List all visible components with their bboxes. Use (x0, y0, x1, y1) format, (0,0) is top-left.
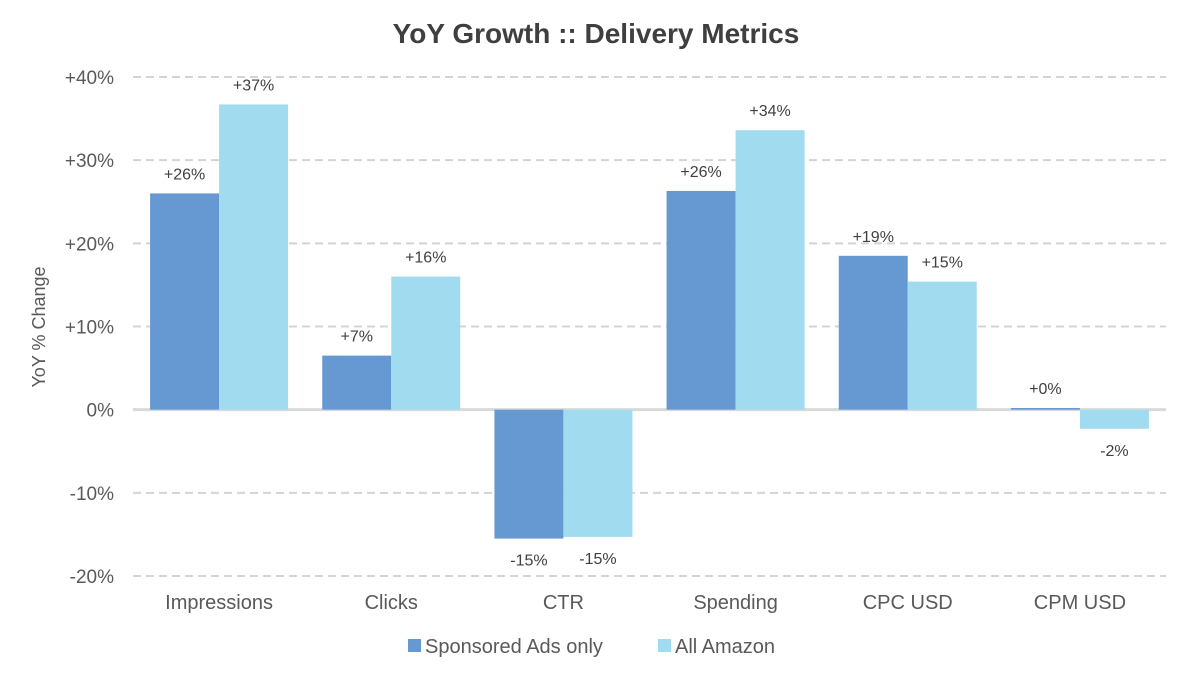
bar (322, 355, 392, 410)
bar (1079, 409, 1149, 429)
data-label: -15% (579, 551, 616, 568)
x-category-labels: Impressions Clicks CTR Spending CPC USD CPM U… (165, 592, 1126, 614)
category-label: CTR (543, 592, 584, 614)
y-tick-label: 0% (87, 401, 115, 422)
category-label: Spending (693, 592, 778, 614)
y-tick-labels: +40% +30% +20% +10% 0% -10% -20% (65, 68, 114, 588)
y-tick-label: +40% (65, 68, 114, 89)
y-axis-label: YoY % Change (29, 266, 49, 387)
y-tick-label: +10% (65, 318, 114, 339)
y-tick-label: -20% (70, 567, 114, 588)
data-label: +0% (1029, 381, 1061, 398)
data-label: -2% (1100, 443, 1128, 460)
data-labels: +26% +37% +7% +16% -15% -15% +26% +34% +19% +15% +… (164, 77, 1129, 569)
legend-swatch (658, 639, 671, 652)
chart-title: YoY Growth :: Delivery Metrics (393, 18, 800, 49)
data-label: +26% (680, 164, 721, 181)
category-label: Impressions (165, 592, 273, 614)
gridlines (133, 76, 1166, 577)
bar (150, 193, 220, 410)
legend-label: All Amazon (675, 636, 775, 658)
legend: Sponsored Ads only All Amazon (408, 636, 775, 658)
category-label: CPM USD (1034, 592, 1126, 614)
bar (1010, 408, 1080, 410)
y-tick-label: +20% (65, 234, 114, 255)
data-label: +37% (233, 77, 274, 94)
bar (219, 104, 289, 410)
bar (666, 190, 736, 410)
data-label: +7% (341, 329, 373, 346)
bar (391, 276, 461, 410)
data-label: +16% (405, 250, 446, 267)
data-label: +26% (164, 166, 205, 183)
category-label: Clicks (365, 592, 418, 614)
bar (907, 281, 977, 410)
bars (150, 104, 1149, 539)
bar (838, 255, 908, 410)
bar (563, 409, 633, 537)
y-tick-label: -10% (70, 484, 114, 505)
data-label: +15% (922, 255, 963, 272)
legend-label: Sponsored Ads only (425, 636, 603, 658)
category-label: CPC USD (863, 592, 953, 614)
data-label: -15% (510, 553, 547, 570)
data-label: +19% (853, 229, 894, 246)
bar (735, 130, 805, 410)
legend-swatch (408, 639, 421, 652)
y-tick-label: +30% (65, 151, 114, 172)
data-label: +34% (749, 103, 790, 120)
bar (494, 409, 564, 539)
